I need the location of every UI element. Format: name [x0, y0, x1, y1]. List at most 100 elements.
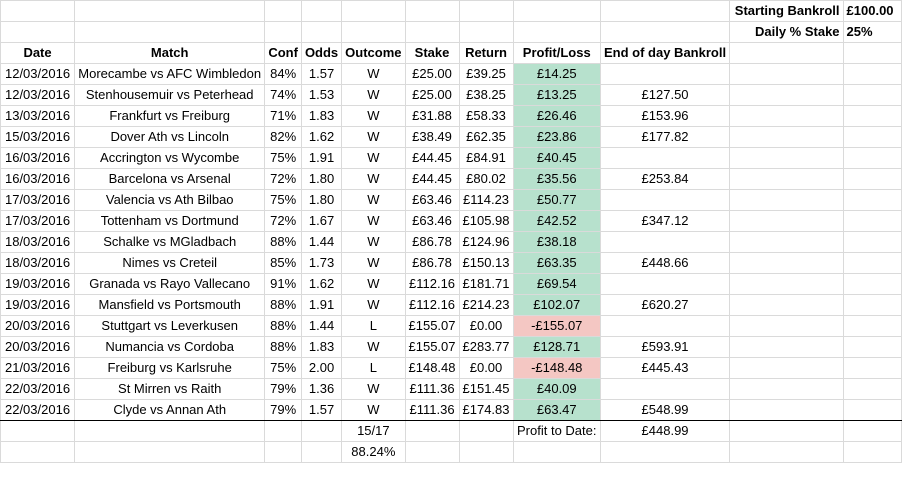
- row-match[interactable]: Schalke vs MGladbach: [74, 231, 266, 253]
- cell[interactable]: [842, 252, 902, 274]
- cell[interactable]: [842, 231, 902, 253]
- cell[interactable]: [404, 441, 460, 463]
- row-end-of-day-bankroll[interactable]: £593.91: [599, 336, 731, 358]
- row-stake[interactable]: £44.45: [404, 168, 460, 190]
- cell[interactable]: [458, 21, 514, 43]
- row-return[interactable]: £214.23: [458, 294, 514, 316]
- cell[interactable]: [404, 21, 460, 43]
- row-return[interactable]: £38.25: [458, 84, 514, 106]
- cell[interactable]: [842, 42, 902, 64]
- row-return[interactable]: £105.98: [458, 210, 514, 232]
- row-odds[interactable]: 1.62: [300, 273, 343, 295]
- cell[interactable]: [404, 0, 460, 22]
- row-match[interactable]: St Mirren vs Raith: [74, 378, 266, 400]
- row-conf[interactable]: 71%: [264, 105, 302, 127]
- row-date[interactable]: 22/03/2016: [0, 378, 76, 400]
- profit-to-date-value[interactable]: £448.99: [599, 420, 731, 442]
- daily-stake-value[interactable]: 25%: [842, 21, 902, 43]
- cell[interactable]: [404, 420, 460, 442]
- row-conf[interactable]: 88%: [264, 315, 302, 337]
- cell[interactable]: [729, 63, 844, 85]
- row-conf[interactable]: 72%: [264, 168, 302, 190]
- row-conf[interactable]: 88%: [264, 231, 302, 253]
- row-end-of-day-bankroll[interactable]: £445.43: [599, 357, 731, 379]
- cell[interactable]: [842, 315, 902, 337]
- row-match[interactable]: Mansfield vs Portsmouth: [74, 294, 266, 316]
- row-match[interactable]: Barcelona vs Arsenal: [74, 168, 266, 190]
- row-match[interactable]: Nimes vs Creteil: [74, 252, 266, 274]
- row-stake[interactable]: £25.00: [404, 84, 460, 106]
- row-match[interactable]: Frankfurt vs Freiburg: [74, 105, 266, 127]
- cell[interactable]: [842, 399, 902, 421]
- row-profit-loss[interactable]: £63.47: [512, 399, 602, 421]
- row-stake[interactable]: £112.16: [404, 273, 460, 295]
- header-return[interactable]: Return: [458, 42, 514, 64]
- cell[interactable]: [842, 294, 902, 316]
- row-end-of-day-bankroll[interactable]: £347.12: [599, 210, 731, 232]
- row-match[interactable]: Stuttgart vs Leverkusen: [74, 315, 266, 337]
- row-date[interactable]: 19/03/2016: [0, 294, 76, 316]
- cell[interactable]: [458, 441, 514, 463]
- row-profit-loss[interactable]: -£148.48: [512, 357, 602, 379]
- row-profit-loss[interactable]: £40.45: [512, 147, 602, 169]
- row-outcome[interactable]: W: [341, 336, 406, 358]
- daily-stake-label[interactable]: Daily % Stake: [729, 21, 844, 43]
- cell[interactable]: [842, 84, 902, 106]
- row-stake[interactable]: £112.16: [404, 294, 460, 316]
- row-profit-loss[interactable]: -£155.07: [512, 315, 602, 337]
- row-return[interactable]: £0.00: [458, 357, 514, 379]
- cell[interactable]: [599, 21, 731, 43]
- row-stake[interactable]: £86.78: [404, 252, 460, 274]
- row-outcome[interactable]: W: [341, 252, 406, 274]
- row-match[interactable]: Morecambe vs AFC Wimbledon: [74, 63, 266, 85]
- row-odds[interactable]: 1.57: [300, 399, 343, 421]
- cell[interactable]: [842, 357, 902, 379]
- cell[interactable]: [512, 21, 602, 43]
- row-end-of-day-bankroll[interactable]: £620.27: [599, 294, 731, 316]
- row-profit-loss[interactable]: £23.86: [512, 126, 602, 148]
- cell[interactable]: [300, 21, 343, 43]
- header-date[interactable]: Date: [0, 42, 76, 64]
- header-end-of-day-bankroll[interactable]: End of day Bankroll: [599, 42, 731, 64]
- cell[interactable]: [729, 315, 844, 337]
- row-profit-loss[interactable]: £38.18: [512, 231, 602, 253]
- row-return[interactable]: £80.02: [458, 168, 514, 190]
- row-date[interactable]: 13/03/2016: [0, 105, 76, 127]
- row-end-of-day-bankroll[interactable]: £127.50: [599, 84, 731, 106]
- row-return[interactable]: £114.23: [458, 189, 514, 211]
- row-outcome[interactable]: W: [341, 399, 406, 421]
- row-conf[interactable]: 75%: [264, 357, 302, 379]
- cell[interactable]: [842, 147, 902, 169]
- cell[interactable]: [842, 420, 902, 442]
- row-date[interactable]: 12/03/2016: [0, 84, 76, 106]
- row-outcome[interactable]: W: [341, 189, 406, 211]
- cell[interactable]: [300, 0, 343, 22]
- row-end-of-day-bankroll[interactable]: £177.82: [599, 126, 731, 148]
- row-match[interactable]: Dover Ath vs Lincoln: [74, 126, 266, 148]
- cell[interactable]: [599, 441, 731, 463]
- row-outcome[interactable]: W: [341, 105, 406, 127]
- cell[interactable]: [341, 21, 406, 43]
- cell[interactable]: [729, 84, 844, 106]
- row-odds[interactable]: 1.91: [300, 294, 343, 316]
- row-outcome[interactable]: W: [341, 210, 406, 232]
- cell[interactable]: [842, 105, 902, 127]
- win-rate[interactable]: 88.24%: [341, 441, 406, 463]
- cell[interactable]: [264, 441, 302, 463]
- row-end-of-day-bankroll[interactable]: [599, 378, 731, 400]
- header-outcome[interactable]: Outcome: [341, 42, 406, 64]
- row-conf[interactable]: 75%: [264, 147, 302, 169]
- cell[interactable]: [512, 441, 602, 463]
- cell[interactable]: [729, 231, 844, 253]
- row-return[interactable]: £0.00: [458, 315, 514, 337]
- cell[interactable]: [729, 42, 844, 64]
- cell[interactable]: [729, 126, 844, 148]
- row-return[interactable]: £181.71: [458, 273, 514, 295]
- row-conf[interactable]: 72%: [264, 210, 302, 232]
- row-odds[interactable]: 1.73: [300, 252, 343, 274]
- header-stake[interactable]: Stake: [404, 42, 460, 64]
- row-conf[interactable]: 84%: [264, 63, 302, 85]
- cell[interactable]: [842, 126, 902, 148]
- row-end-of-day-bankroll[interactable]: [599, 273, 731, 295]
- row-odds[interactable]: 2.00: [300, 357, 343, 379]
